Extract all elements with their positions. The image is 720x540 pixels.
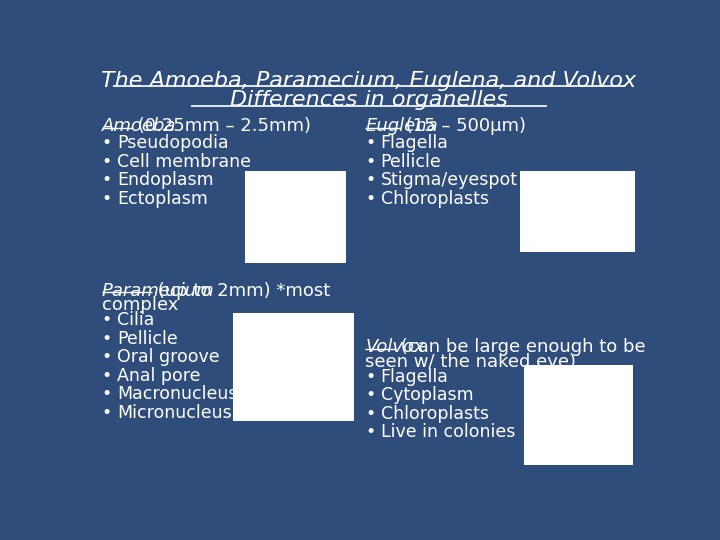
Text: •: • [365,386,375,404]
Bar [233,313,354,421]
Text: Ectoplasm: Ectoplasm [117,190,208,207]
Text: Pellicle: Pellicle [117,330,178,348]
Text: •: • [365,368,375,386]
Text: seen w/ the naked eye): seen w/ the naked eye) [365,353,576,370]
Text: Flagella: Flagella [381,134,449,152]
Text: Pseudopodia: Pseudopodia [117,134,229,152]
Text: Amoeba: Amoeba [102,117,176,135]
Text: •: • [102,348,112,367]
Text: Cytoplasm: Cytoplasm [381,386,473,404]
Text: (15 – 500μm): (15 – 500μm) [400,117,526,135]
Text: Euglena: Euglena [365,117,438,135]
Text: complex: complex [102,296,178,314]
Text: Chloroplasts: Chloroplasts [381,190,489,207]
Text: •: • [102,367,112,385]
Text: •: • [102,312,112,329]
Text: The Amoeba, Paramecium, Euglena, and Volvox: The Amoeba, Paramecium, Euglena, and Vol… [102,71,636,91]
Text: Micronucleus: Micronucleus [117,404,232,422]
Text: •: • [365,153,375,171]
Text: Differences in organelles: Differences in organelles [230,90,508,110]
Text: Flagella: Flagella [381,368,449,386]
Text: Paramecium: Paramecium [102,282,215,300]
Bar [245,171,346,264]
Text: •: • [365,423,375,441]
Text: (can be large enough to be: (can be large enough to be [395,338,646,356]
Bar [524,365,632,465]
Text: •: • [365,171,375,189]
Text: Chloroplasts: Chloroplasts [381,404,489,423]
Text: (0.25mm – 2.5mm): (0.25mm – 2.5mm) [132,117,311,135]
Text: Cell membrane: Cell membrane [117,153,251,171]
Text: Live in colonies: Live in colonies [381,423,515,441]
Text: Macronucleus: Macronucleus [117,386,238,403]
Text: Volvox: Volvox [365,338,425,356]
Text: Pellicle: Pellicle [381,153,441,171]
Text: •: • [102,134,112,152]
Bar [520,171,635,252]
Text: •: • [102,171,112,189]
Text: Anal pore: Anal pore [117,367,201,385]
Text: Oral groove: Oral groove [117,348,220,367]
Text: •: • [102,153,112,171]
Text: Endoplasm: Endoplasm [117,171,214,189]
Text: (up to 2mm) *most: (up to 2mm) *most [152,282,330,300]
Text: •: • [102,330,112,348]
Text: •: • [365,134,375,152]
Text: •: • [102,404,112,422]
Text: •: • [102,386,112,403]
Text: Stigma/eyespot: Stigma/eyespot [381,171,518,189]
Text: •: • [365,190,375,207]
Text: Cilia: Cilia [117,312,155,329]
Text: •: • [102,190,112,207]
Text: •: • [365,404,375,423]
